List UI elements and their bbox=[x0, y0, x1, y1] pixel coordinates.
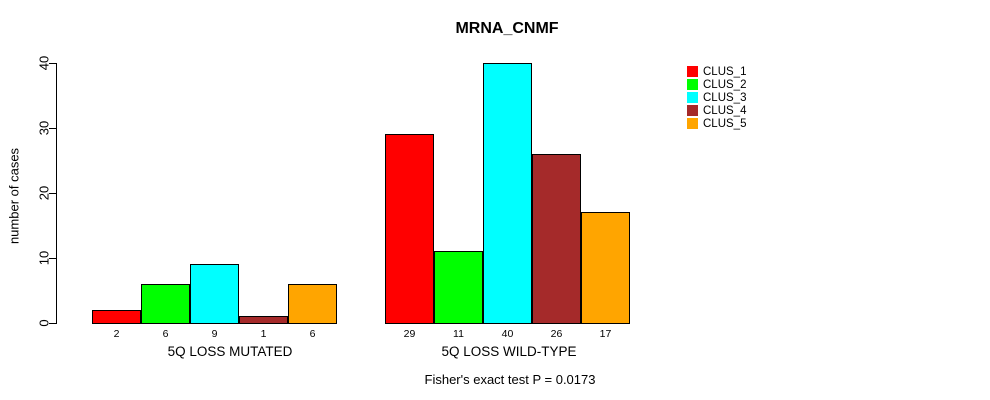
bar-clus_5-group1 bbox=[288, 284, 337, 324]
y-tick-30 bbox=[49, 128, 57, 129]
y-tick-20 bbox=[49, 193, 57, 194]
legend-swatch-clus_1 bbox=[687, 66, 698, 77]
y-tick-label-0: 0 bbox=[36, 319, 52, 327]
legend-swatch-clus_3 bbox=[687, 92, 698, 103]
bar-value-label: 17 bbox=[599, 328, 612, 340]
bar-value-label: 2 bbox=[113, 328, 120, 340]
bar-value-label: 26 bbox=[550, 328, 563, 340]
bar-clus_2-group1 bbox=[141, 284, 190, 324]
chart-title: MRNA_CNMF bbox=[455, 20, 559, 37]
legend-label-clus_1: CLUS_1 bbox=[703, 66, 747, 78]
bar-value-label: 40 bbox=[501, 328, 514, 340]
bar-value-label: 1 bbox=[260, 328, 267, 340]
legend-label-clus_5: CLUS_5 bbox=[703, 118, 747, 130]
bar-clus_1-group2 bbox=[385, 134, 434, 324]
bar-clus_4-group2 bbox=[532, 154, 581, 324]
bar-clus_5-group2 bbox=[581, 212, 630, 324]
bar-clus_3-group2 bbox=[483, 63, 532, 324]
legend-swatch-clus_4 bbox=[687, 105, 698, 116]
y-tick-40 bbox=[49, 63, 57, 64]
bar-value-label: 9 bbox=[211, 328, 218, 340]
bar-value-label: 29 bbox=[403, 328, 416, 340]
x-category-label-2: 5Q LOSS WILD-TYPE bbox=[441, 344, 577, 359]
legend-swatch-clus_5 bbox=[687, 118, 698, 129]
y-tick-label-10: 10 bbox=[36, 250, 52, 266]
bar-value-label: 6 bbox=[162, 328, 169, 340]
y-axis-label: number of cases bbox=[6, 147, 22, 245]
legend-label-clus_3: CLUS_3 bbox=[703, 92, 747, 104]
x-category-label-1: 5Q LOSS MUTATED bbox=[167, 344, 293, 359]
y-tick-label-20: 20 bbox=[36, 185, 52, 201]
fisher-test-annotation: Fisher's exact test P = 0.0173 bbox=[424, 372, 596, 387]
bar-value-label: 11 bbox=[453, 328, 464, 340]
bar-clus_2-group2 bbox=[434, 251, 483, 324]
bar-clus_4-group1 bbox=[239, 316, 288, 324]
y-tick-0 bbox=[49, 323, 57, 324]
legend-swatch-clus_2 bbox=[687, 79, 698, 90]
legend-label-clus_2: CLUS_2 bbox=[703, 79, 747, 91]
legend-label-clus_4: CLUS_4 bbox=[703, 105, 747, 117]
bar-clus_3-group1 bbox=[190, 264, 239, 324]
y-tick-label-40: 40 bbox=[36, 55, 52, 71]
bar-value-label: 6 bbox=[309, 328, 316, 340]
y-tick-10 bbox=[49, 258, 57, 259]
bar-clus_1-group1 bbox=[92, 310, 141, 324]
y-tick-label-30: 30 bbox=[36, 120, 52, 136]
